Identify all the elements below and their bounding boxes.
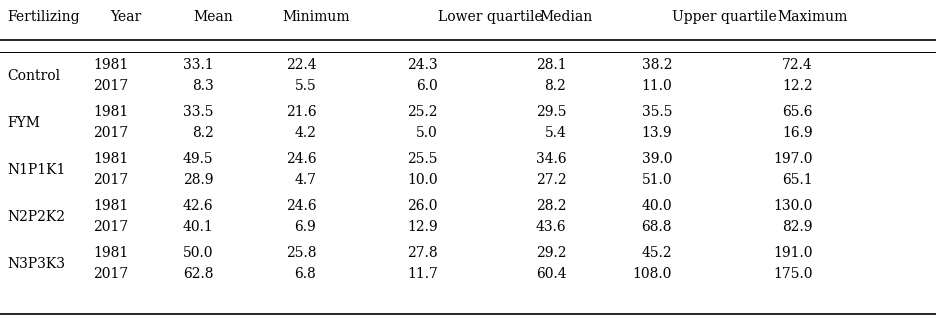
Text: 28.1: 28.1 — [535, 58, 566, 72]
Text: 5.0: 5.0 — [417, 126, 438, 140]
Text: 27.2: 27.2 — [535, 173, 566, 187]
Text: 11.7: 11.7 — [407, 267, 438, 281]
Text: Lower quartile: Lower quartile — [438, 10, 543, 24]
Text: 28.2: 28.2 — [535, 199, 566, 213]
Text: 2017: 2017 — [93, 79, 128, 93]
Text: 4.7: 4.7 — [294, 173, 316, 187]
Text: FYM: FYM — [7, 115, 40, 130]
Text: 1981: 1981 — [93, 152, 128, 166]
Text: 175.0: 175.0 — [773, 267, 812, 281]
Text: 2017: 2017 — [93, 220, 128, 234]
Text: 25.8: 25.8 — [285, 246, 316, 260]
Text: Control: Control — [7, 68, 61, 83]
Text: 27.8: 27.8 — [407, 246, 438, 260]
Text: 65.6: 65.6 — [782, 105, 812, 119]
Text: 22.4: 22.4 — [285, 58, 316, 72]
Text: N3P3K3: N3P3K3 — [7, 257, 66, 271]
Text: Fertilizing: Fertilizing — [7, 10, 80, 24]
Text: 43.6: 43.6 — [535, 220, 566, 234]
Text: 68.8: 68.8 — [641, 220, 672, 234]
Text: 6.0: 6.0 — [417, 79, 438, 93]
Text: 2017: 2017 — [93, 267, 128, 281]
Text: 24.3: 24.3 — [407, 58, 438, 72]
Text: 2017: 2017 — [93, 173, 128, 187]
Text: 24.6: 24.6 — [285, 199, 316, 213]
Text: 72.4: 72.4 — [782, 58, 812, 72]
Text: 60.4: 60.4 — [535, 267, 566, 281]
Text: 33.1: 33.1 — [183, 58, 213, 72]
Text: 13.9: 13.9 — [641, 126, 672, 140]
Text: 26.0: 26.0 — [407, 199, 438, 213]
Text: 2017: 2017 — [93, 126, 128, 140]
Text: 1981: 1981 — [93, 105, 128, 119]
Text: 28.9: 28.9 — [183, 173, 213, 187]
Text: 4.2: 4.2 — [295, 126, 316, 140]
Text: 6.8: 6.8 — [295, 267, 316, 281]
Text: 29.2: 29.2 — [535, 246, 566, 260]
Text: 11.0: 11.0 — [641, 79, 672, 93]
Text: 1981: 1981 — [93, 58, 128, 72]
Text: 8.3: 8.3 — [192, 79, 213, 93]
Text: 45.2: 45.2 — [641, 246, 672, 260]
Text: 5.4: 5.4 — [545, 126, 566, 140]
Text: 5.5: 5.5 — [295, 79, 316, 93]
Text: 42.6: 42.6 — [183, 199, 213, 213]
Text: 49.5: 49.5 — [183, 152, 213, 166]
Text: 12.9: 12.9 — [407, 220, 438, 234]
Text: 82.9: 82.9 — [782, 220, 812, 234]
Text: 33.5: 33.5 — [183, 105, 213, 119]
Text: 8.2: 8.2 — [545, 79, 566, 93]
Text: 1981: 1981 — [93, 199, 128, 213]
Text: 25.2: 25.2 — [407, 105, 438, 119]
Text: Median: Median — [540, 10, 592, 24]
Text: 35.5: 35.5 — [641, 105, 672, 119]
Text: 39.0: 39.0 — [641, 152, 672, 166]
Text: 12.2: 12.2 — [782, 79, 812, 93]
Text: 25.5: 25.5 — [407, 152, 438, 166]
Text: Mean: Mean — [194, 10, 233, 24]
Text: Minimum: Minimum — [283, 10, 350, 24]
Text: 51.0: 51.0 — [641, 173, 672, 187]
Text: 108.0: 108.0 — [633, 267, 672, 281]
Text: 62.8: 62.8 — [183, 267, 213, 281]
Text: 40.1: 40.1 — [183, 220, 213, 234]
Text: 21.6: 21.6 — [285, 105, 316, 119]
Text: N2P2K2: N2P2K2 — [7, 210, 66, 224]
Text: Year: Year — [110, 10, 141, 24]
Text: 29.5: 29.5 — [535, 105, 566, 119]
Text: 24.6: 24.6 — [285, 152, 316, 166]
Text: 8.2: 8.2 — [192, 126, 213, 140]
Text: Upper quartile: Upper quartile — [672, 10, 777, 24]
Text: 130.0: 130.0 — [773, 199, 812, 213]
Text: Maximum: Maximum — [777, 10, 848, 24]
Text: 6.9: 6.9 — [295, 220, 316, 234]
Text: 16.9: 16.9 — [782, 126, 812, 140]
Text: 38.2: 38.2 — [641, 58, 672, 72]
Text: 65.1: 65.1 — [782, 173, 812, 187]
Text: 40.0: 40.0 — [641, 199, 672, 213]
Text: 197.0: 197.0 — [773, 152, 812, 166]
Text: N1P1K1: N1P1K1 — [7, 162, 66, 177]
Text: 1981: 1981 — [93, 246, 128, 260]
Text: 10.0: 10.0 — [407, 173, 438, 187]
Text: 191.0: 191.0 — [773, 246, 812, 260]
Text: 34.6: 34.6 — [535, 152, 566, 166]
Text: 50.0: 50.0 — [183, 246, 213, 260]
